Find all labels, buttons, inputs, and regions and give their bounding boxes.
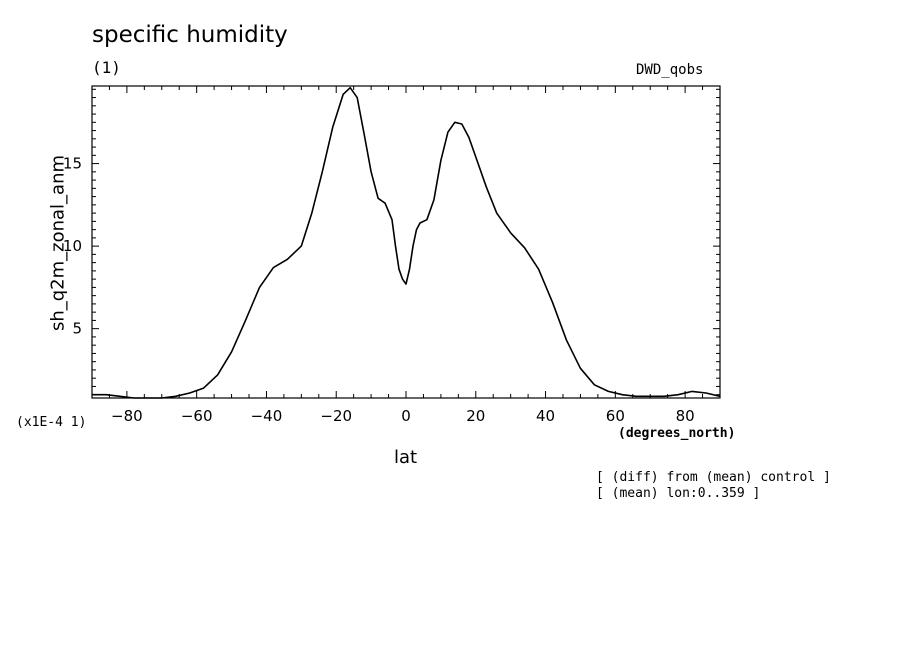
source-label: DWD_qobs xyxy=(636,62,704,78)
x-tick-label: −20 xyxy=(320,407,352,425)
series-line xyxy=(92,86,721,399)
y-tick-label: 15 xyxy=(63,155,82,173)
chart-title: specific humidity xyxy=(92,22,288,48)
plot-frame xyxy=(91,85,721,399)
x-tick-label: −80 xyxy=(111,407,143,425)
x-axis-units: (degrees_north) xyxy=(618,426,736,441)
x-tick-label: −40 xyxy=(251,407,283,425)
x-tick-label: 20 xyxy=(466,407,485,425)
x-tick-label: 80 xyxy=(676,407,695,425)
y-tick-label: 10 xyxy=(63,237,82,255)
x-axis-label: lat xyxy=(394,447,418,468)
x-tick-label: 60 xyxy=(606,407,625,425)
note-mean: [ (mean) lon:0..359 ] xyxy=(596,486,761,501)
note-diff: [ (diff) from (mean) control ] xyxy=(596,470,831,485)
x-tick-label: 40 xyxy=(536,407,555,425)
x-tick-label: −60 xyxy=(181,407,213,425)
x-tick-label: 0 xyxy=(401,407,411,425)
y-tick-label: 5 xyxy=(72,320,82,338)
y-scale-label: (x1E-4 1) xyxy=(16,415,87,430)
chart-subtitle: (1) xyxy=(92,58,121,77)
